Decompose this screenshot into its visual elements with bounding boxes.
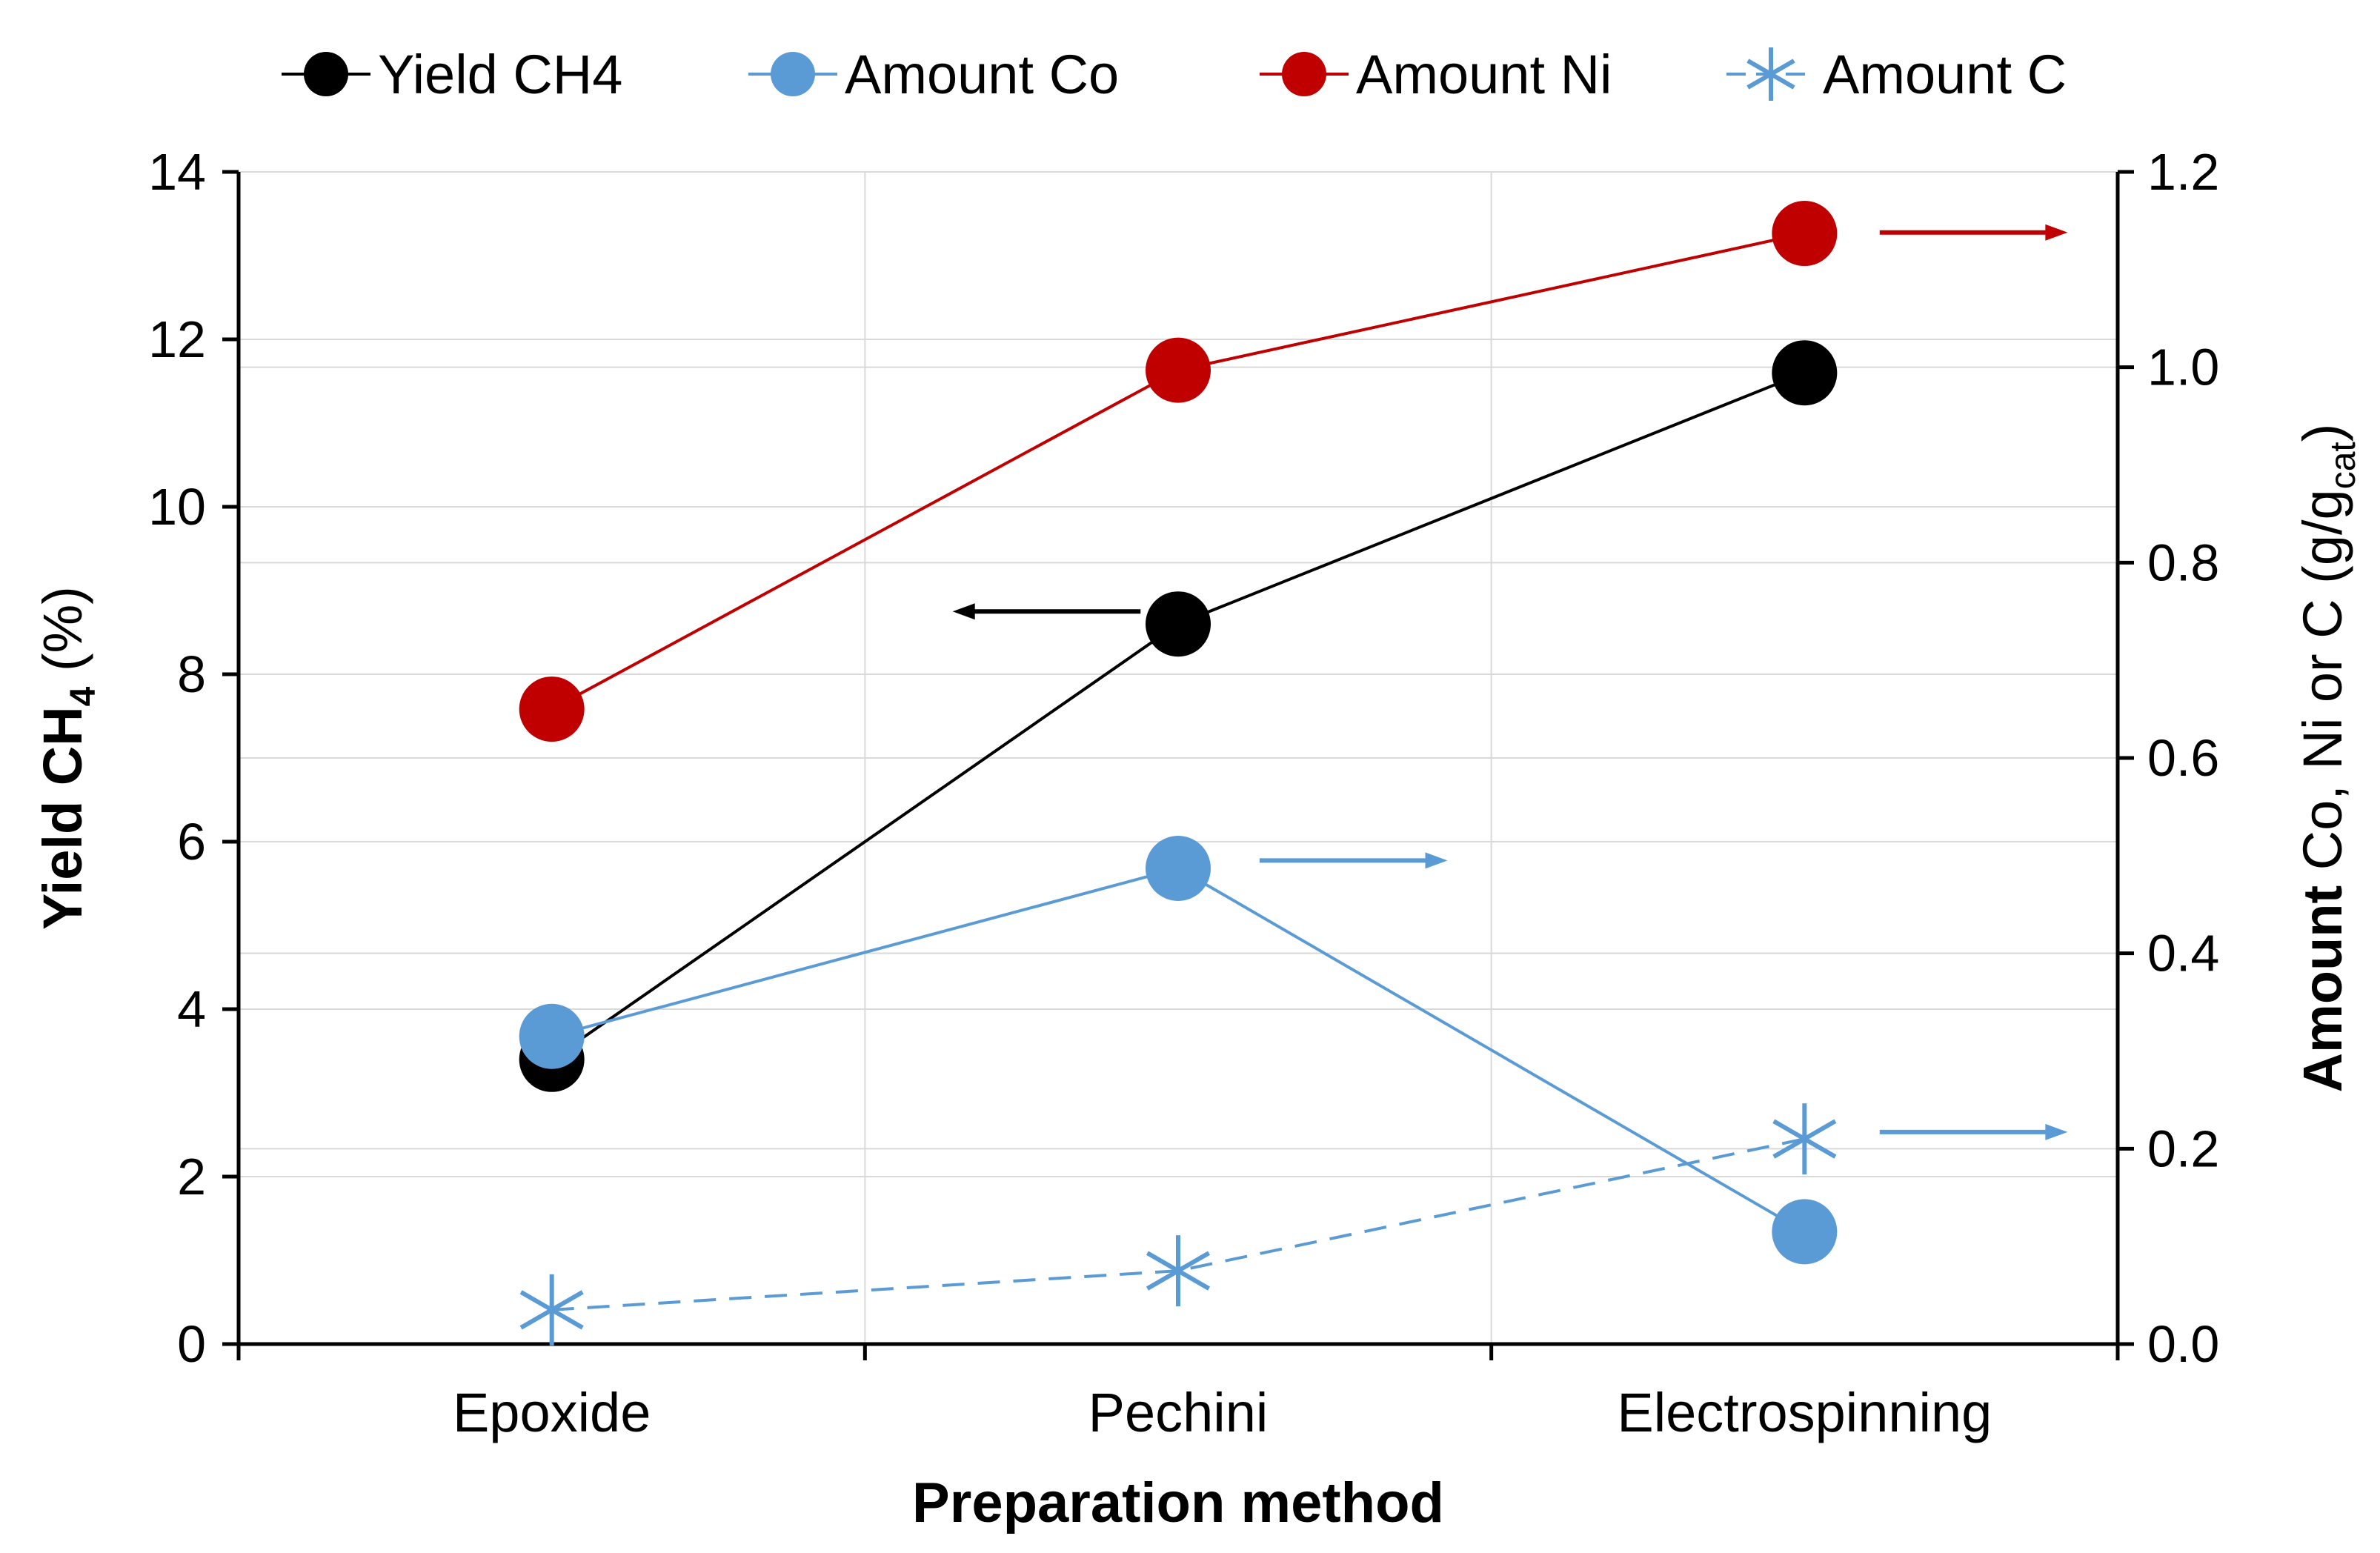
series-line-yield-ch4 — [551, 371, 1806, 1061]
x-tick-label-pechini: Pechini — [1088, 1382, 1269, 1443]
left-tick-label: 0 — [177, 1315, 206, 1373]
arrow-left-0 — [952, 603, 1141, 620]
legend-marker — [1746, 47, 1795, 101]
arrow-head — [2045, 224, 2068, 241]
legend-marker — [304, 52, 348, 96]
marker-amount-c-pechini-stroke — [1146, 1251, 1211, 1291]
annotation-arrows — [952, 224, 2068, 1140]
marker-yield-ch4-pechini — [1146, 591, 1211, 657]
arrow-right-2 — [1879, 224, 2068, 241]
legend-marker — [771, 52, 815, 96]
legend: Yield CH4 Amount Co Amount Ni Amount C — [282, 44, 2067, 105]
right-tick-label: 1.2 — [2147, 143, 2219, 201]
left-axis-title: Yield CH4 (%) — [32, 586, 103, 930]
marker-amount-co-electrospinning — [1772, 1199, 1838, 1265]
marker-amount-c-epoxide — [519, 1274, 584, 1346]
axis-labels: Preparation method Yield CH4 (%) Amount Co… — [32, 424, 2363, 1534]
legend-label: Amount Ni — [1356, 44, 1612, 105]
right-tick-label: 1.0 — [2147, 339, 2219, 396]
left-tick-label: 12 — [148, 310, 206, 368]
marker-amount-ni-electrospinning — [1772, 201, 1838, 267]
left-tick-label: 8 — [177, 645, 206, 703]
legend-marker-stroke — [1746, 59, 1795, 90]
marker-amount-ni-epoxide — [519, 676, 585, 742]
marker-amount-ni-pechini — [1146, 337, 1211, 403]
left-tick-label: 2 — [177, 1148, 206, 1206]
series-markers — [519, 201, 1838, 1346]
marker-amount-c-pechini — [1146, 1235, 1211, 1307]
right-tick-label: 0.4 — [2147, 925, 2219, 982]
left-tick-label: 10 — [148, 478, 206, 536]
legend-item-amount-ni: Amount Ni — [1260, 44, 1612, 105]
right-axis-title: Amount Co, Ni or C (g/gcat) — [2292, 424, 2363, 1093]
legend-item-yield-ch4: Yield CH4 — [282, 44, 622, 105]
x-tick-label-epoxide: Epoxide — [453, 1382, 651, 1443]
right-tick-label: 0.8 — [2147, 533, 2219, 591]
marker-amount-c-electrospinning — [1772, 1103, 1837, 1175]
marker-amount-c-epoxide-stroke — [519, 1290, 584, 1330]
x-tick-label-electrospinning: Electrospinning — [1617, 1382, 1992, 1443]
legend-label: Amount Co — [845, 44, 1119, 105]
left-tick-label: 6 — [177, 813, 206, 871]
arrow-head — [1425, 852, 1448, 869]
arrow-head — [952, 603, 975, 620]
legend-label: Yield CH4 — [378, 44, 622, 105]
legend-marker — [1282, 52, 1326, 96]
marker-amount-co-epoxide — [519, 1003, 585, 1069]
arrow-head — [2045, 1123, 2068, 1140]
left-tick-label: 4 — [177, 980, 206, 1038]
marker-amount-co-pechini — [1146, 835, 1211, 901]
legend-label: Amount C — [1823, 44, 2067, 105]
right-tick-label: 0.0 — [2147, 1315, 2219, 1373]
right-tick-label: 0.2 — [2147, 1120, 2219, 1177]
marker-yield-ch4-electrospinning — [1772, 340, 1838, 406]
left-tick-label: 14 — [148, 143, 206, 201]
right-tick-label: 0.6 — [2147, 729, 2219, 787]
legend-item-amount-co: Amount Co — [748, 44, 1119, 105]
marker-amount-c-electrospinning-stroke — [1772, 1119, 1837, 1159]
x-axis-title: Preparation method — [912, 1471, 1444, 1534]
arrow-right-3 — [1879, 1123, 2068, 1140]
axes: 0 2 4 6 8 10 12 14 0.0 0.2 0.4 0.6 0.8 1.0 1.2 Epoxide P… — [148, 143, 2219, 1443]
legend-item-amount-c: Amount C — [1726, 44, 2067, 105]
arrow-right-1 — [1259, 852, 1448, 869]
